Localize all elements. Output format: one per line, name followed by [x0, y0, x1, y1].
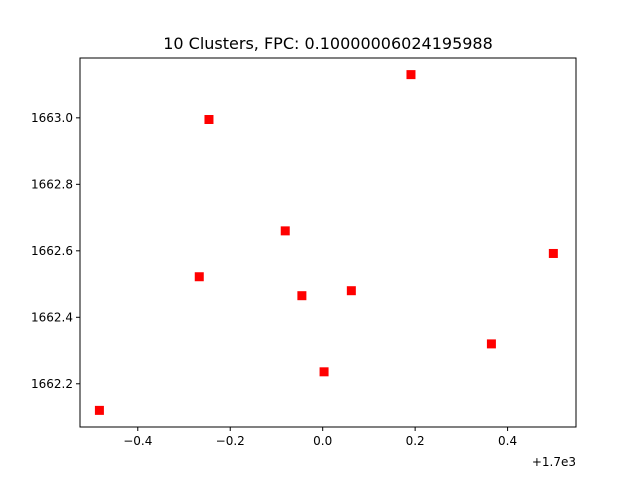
y-axis-ticks: 1662.2 1662.4 1662.6 1662.8 1663.0 — [31, 111, 80, 391]
data-point — [204, 115, 214, 124]
plot-frame — [79, 57, 577, 428]
data-point — [406, 70, 416, 80]
data-point — [280, 226, 290, 236]
x-tick-label: 0.2 — [406, 434, 425, 448]
data-point — [297, 291, 307, 301]
data-points — [94, 70, 558, 415]
x-axis-offset-label: +1.7e3 — [532, 455, 576, 469]
data-point — [94, 405, 104, 415]
x-tick-label: 0.4 — [498, 434, 517, 448]
x-axis-ticks: −0.4 −0.2 0.0 0.2 0.4 — [123, 427, 517, 448]
data-point — [486, 339, 496, 349]
y-tick-label: 1662.2 — [31, 377, 73, 391]
x-tick-label: −0.4 — [123, 434, 152, 448]
data-point — [346, 286, 356, 296]
x-tick-label: 0.0 — [313, 434, 332, 448]
y-tick-label: 1662.6 — [31, 244, 73, 258]
y-tick-label: 1663.0 — [31, 111, 73, 125]
y-tick-label: 1662.8 — [31, 177, 73, 191]
data-point — [548, 248, 558, 258]
data-point — [194, 272, 204, 282]
data-point — [319, 367, 329, 377]
x-tick-label: −0.2 — [216, 434, 245, 448]
y-tick-label: 1662.4 — [31, 310, 73, 324]
chart-title: 10 Clusters, FPC: 0.10000006024195988 — [163, 34, 493, 53]
